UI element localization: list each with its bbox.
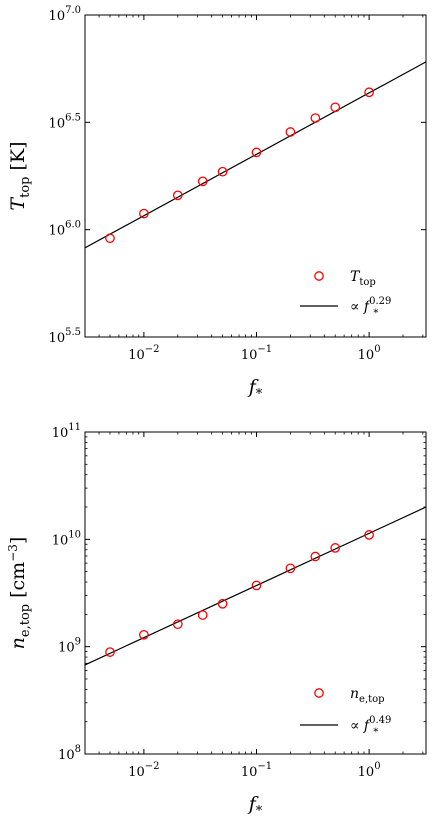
temperature-y-tick-label: 106.0: [49, 220, 81, 239]
density-legend-fit-label: ∝ f0.49 *: [350, 715, 391, 738]
temperature-y-tick-label: 107.0: [49, 5, 81, 24]
temperature-data-point: [217, 166, 228, 177]
temperature-data-point: [139, 208, 149, 219]
density-data-point: [217, 598, 228, 609]
density-data-point: [330, 543, 341, 553]
temperature-y-axis-label: Ttop [K]: [7, 141, 33, 210]
density-fit-line: [85, 506, 426, 666]
density-x-tick-label: 10−2: [128, 761, 159, 780]
density-axes-frame: [84, 431, 427, 755]
temperature-legend-marker: [314, 271, 324, 281]
temperature-data-point: [310, 113, 321, 123]
density-legend-points-label: ne,top: [350, 686, 385, 705]
density-plot-area: [85, 506, 426, 666]
density-x-tick-label: 10−1: [241, 761, 272, 780]
temperature-x-tick-label: 10−2: [128, 344, 159, 363]
temperature-x-tick-label: 100: [358, 344, 381, 363]
density-legend: ne,top ∝ f0.49 *: [300, 686, 391, 738]
temperature-plot-area: [85, 61, 426, 249]
temperature-fit-line: [85, 61, 426, 249]
temperature-data-point: [197, 176, 208, 187]
temperature-y-tick-label: 105.5: [49, 327, 81, 346]
density-legend-marker: [314, 688, 324, 698]
density-data-point: [285, 563, 296, 574]
temperature-legend: Ttop ∝ f0.29 *: [300, 269, 391, 319]
density-x-axis-label: f*: [247, 793, 263, 817]
temperature-x-axis-label: f*: [247, 376, 263, 402]
density-y-tick-label: 1011: [52, 422, 81, 441]
temperature-x-tick-label: 10−1: [241, 344, 272, 363]
density-y-tick-label: 108: [58, 744, 81, 763]
temperature-data-point: [105, 233, 115, 244]
temperature-data-point: [330, 102, 341, 113]
density-x-minor-ticks: [98, 432, 424, 754]
density-y-minor-ticks: [85, 436, 426, 723]
temperature-legend-points-label: Ttop: [350, 269, 376, 288]
temperature-x-minor-ticks: [98, 15, 424, 337]
density-y-tick-label: 1010: [52, 529, 81, 548]
temperature-axes-frame: [84, 14, 427, 338]
temperature-y-tick-label: 106.5: [49, 112, 81, 131]
temperature-data-point: [364, 87, 374, 98]
density-y-axis-label: ne,top [cm−3]: [6, 537, 33, 650]
temperature-data-point: [251, 147, 262, 158]
density-data-point: [172, 619, 183, 630]
density-data-point: [310, 551, 321, 562]
temperature-data-point: [172, 190, 183, 201]
density-x-tick-label: 100: [358, 761, 381, 780]
density-data-point: [364, 530, 374, 540]
temperature-legend-fit-label: ∝ f0.29 *: [350, 296, 391, 319]
density-data-point: [139, 629, 149, 640]
temperature-data-point: [285, 127, 296, 137]
density-chart: 10−2 10−1 100 108 109 1010 1011 ne,top ∝ f0.49 * f…: [6, 422, 427, 817]
density-data-point: [197, 610, 208, 620]
density-y-tick-label: 109: [58, 637, 81, 656]
density-data-point: [105, 647, 115, 657]
temperature-chart: 10−2 10−1 100 105.5 106.0 106.5 107.0 Ttop ∝ f0.…: [7, 5, 427, 402]
density-data-point: [251, 580, 262, 591]
